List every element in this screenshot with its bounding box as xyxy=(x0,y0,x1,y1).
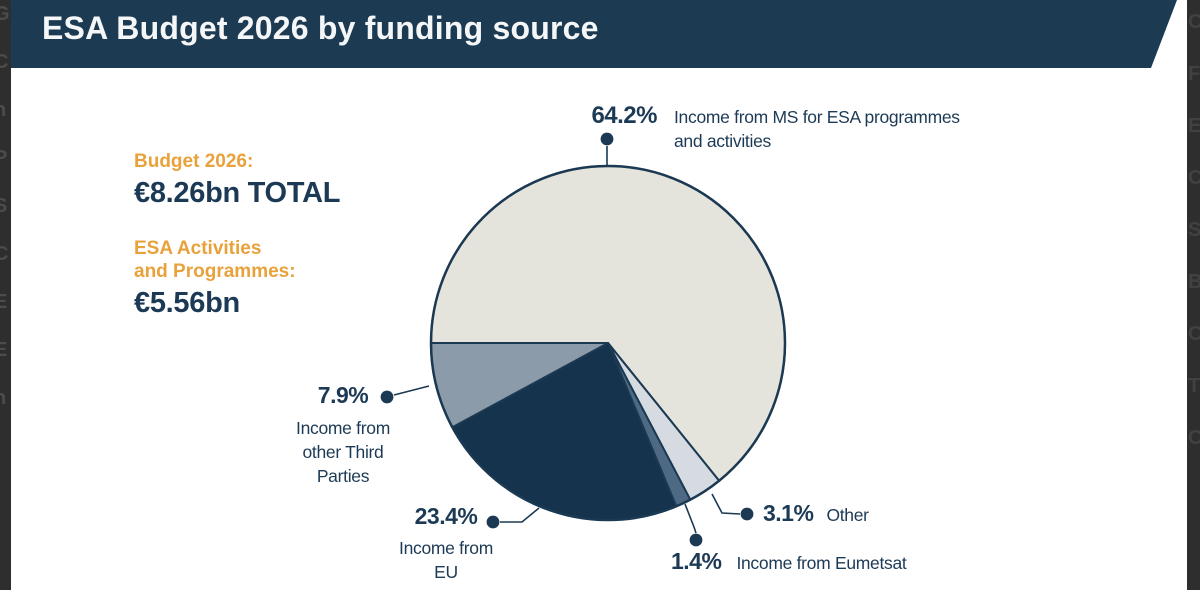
background-letter: E xyxy=(1188,115,1200,137)
percentage-label-third-parties: 7.9% xyxy=(317,382,369,408)
background-letter: C xyxy=(0,51,9,73)
background-letter: C xyxy=(1188,11,1200,33)
background-letter: C xyxy=(1188,167,1200,189)
percentage-label-other: 3.1% xyxy=(763,500,814,526)
callout-eu: 23.4% Income from EU xyxy=(386,503,506,584)
slice-label-third-parties: Income from other Third Parties xyxy=(281,416,405,488)
leader-line-eumetsat xyxy=(684,503,697,534)
leader-line-third xyxy=(393,385,430,396)
slice-label-third-line2: other Third xyxy=(302,442,384,462)
background-letter: E xyxy=(0,291,8,313)
slice-label-third-line1: Income from xyxy=(296,418,390,438)
background-letter: S xyxy=(0,195,8,217)
slice-label-eu-line1: Income from xyxy=(399,538,493,558)
background-letter: S xyxy=(1188,219,1200,241)
budget-summary: Budget 2026: €8.26bn TOTAL ESA Activitie… xyxy=(134,150,434,320)
background-letter: T xyxy=(1188,375,1200,397)
background-letter: n xyxy=(0,387,7,409)
leader-dot-ms xyxy=(600,132,614,146)
budget-2026-label: Budget 2026: xyxy=(134,151,254,172)
callout-eumetsat: 1.4% Income from Eumetsat xyxy=(671,548,907,575)
page-title: ESA Budget 2026 by funding source xyxy=(42,10,599,46)
background-letter: E xyxy=(0,339,8,361)
slice-label-ms-line1: Income from MS for ESA programmes xyxy=(674,107,960,127)
slice-label-ms: Income from MS for ESA programmes and ac… xyxy=(674,105,1004,153)
background-letter: F xyxy=(1188,63,1200,85)
percentage-label-ms: 64.2% xyxy=(591,102,657,129)
leader-line-other xyxy=(711,493,741,515)
leader-dot-eu xyxy=(486,515,500,529)
callout-third-parties: 7.9% Income from other Third Parties xyxy=(281,382,405,488)
background-letter: G xyxy=(0,3,10,25)
percentage-label-eumetsat: 1.4% xyxy=(671,548,722,574)
callout-other: 3.1% Other xyxy=(763,500,869,527)
activities-label-line1: ESA Activities xyxy=(134,238,262,259)
background-letter: C xyxy=(0,243,9,265)
activities-value: €5.56bn xyxy=(134,287,240,319)
leader-dot-eumetsat xyxy=(689,533,703,547)
budget-total-value: €8.26bn TOTAL xyxy=(134,177,341,209)
title-banner: ESA Budget 2026 by funding source xyxy=(10,0,1177,68)
pie-outline xyxy=(429,164,787,522)
leader-dot-third xyxy=(380,390,394,404)
background-letter: C xyxy=(1188,323,1200,345)
background-letter: n xyxy=(0,99,7,121)
slice-label-eumetsat: Income from Eumetsat xyxy=(736,553,907,573)
background-letter: B xyxy=(1188,271,1200,293)
slice-label-other: Other xyxy=(826,505,869,525)
slice-label-eu-line2: EU xyxy=(434,562,458,582)
percentage-label-eu: 23.4% xyxy=(414,503,478,529)
background-page-right-edge: C F E C S B C T C xyxy=(1187,0,1200,590)
slice-label-third-line3: Parties xyxy=(316,466,370,486)
leader-dot-other xyxy=(740,507,754,521)
background-letter: P xyxy=(0,147,8,169)
leader-line-eu xyxy=(500,507,540,523)
background-letter: C xyxy=(1188,427,1200,449)
activities-label-line2: and Programmes: xyxy=(134,261,296,282)
slice-label-eu: Income from EU xyxy=(386,536,506,584)
slice-label-ms-line2: and activities xyxy=(674,131,771,151)
